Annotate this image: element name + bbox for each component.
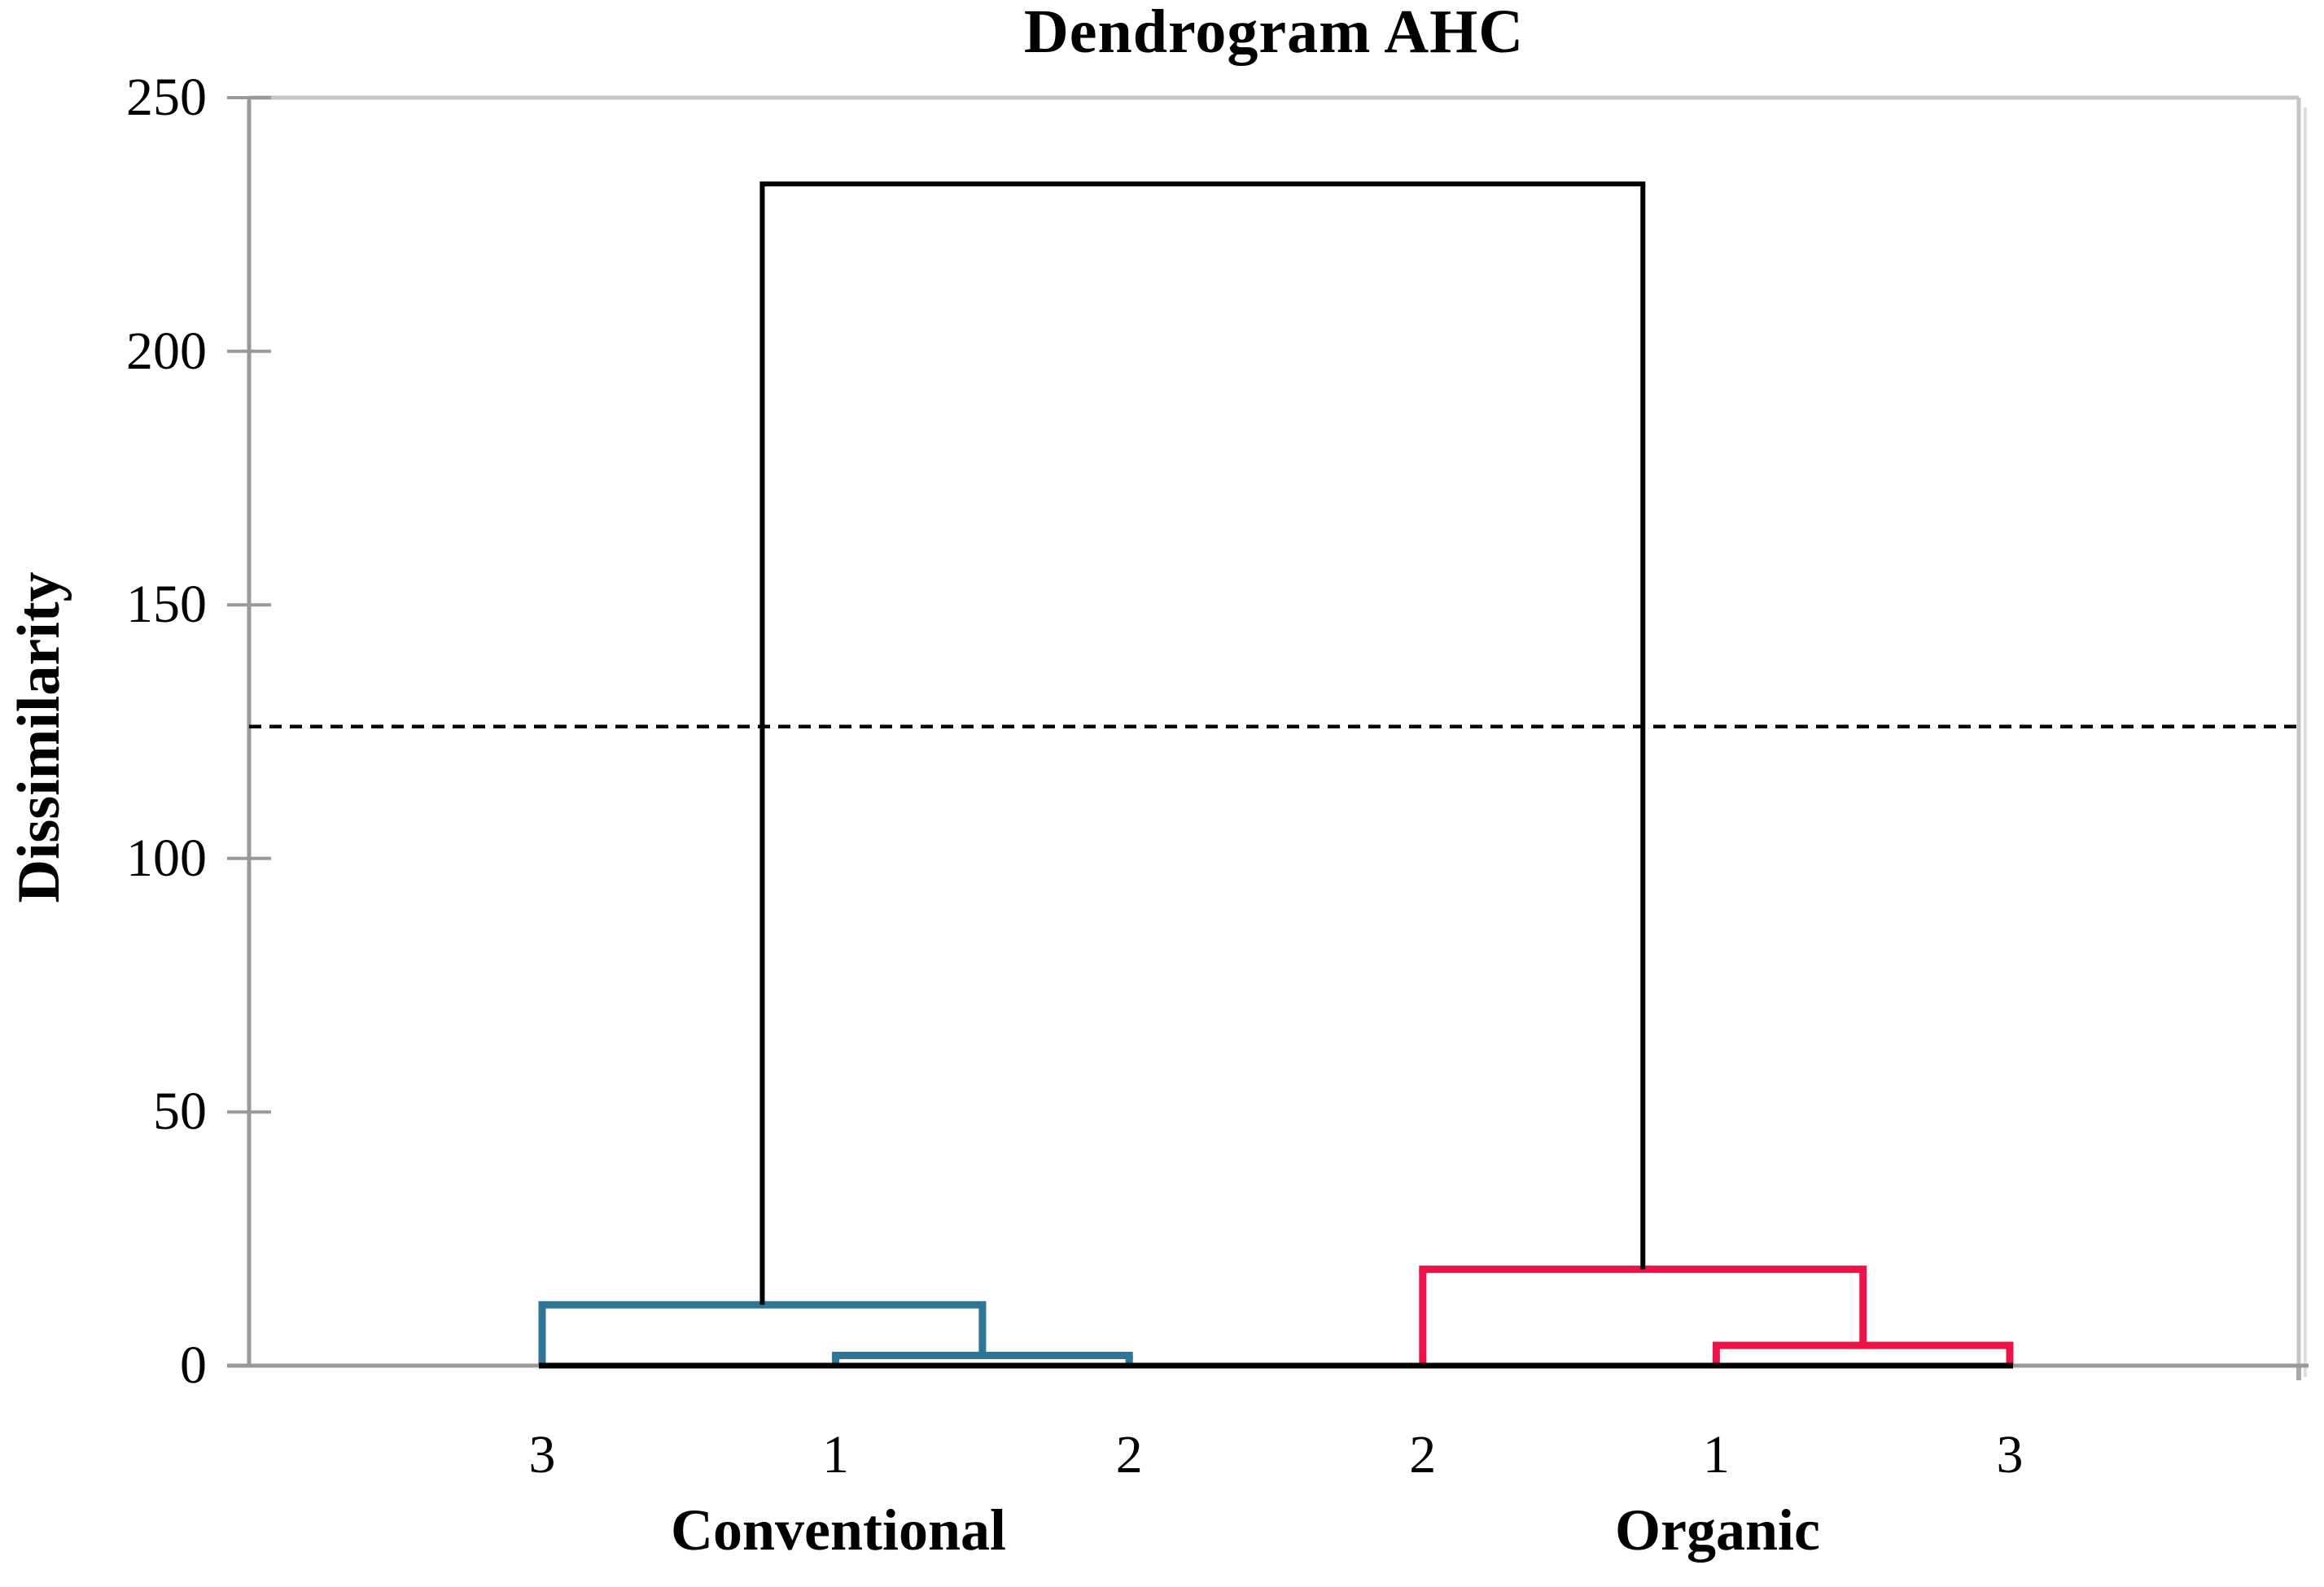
leaf-label-conventional-2: 2 [1115, 1425, 1143, 1484]
y-tick-label-150: 150 [126, 575, 207, 635]
leaf-label-organic-1: 1 [1702, 1425, 1730, 1484]
group-label-conventional: Conventional [670, 1497, 1007, 1563]
y-tick-label-200: 200 [126, 321, 207, 381]
leaf-label-organic-2: 2 [1409, 1425, 1437, 1484]
leaf-label-conventional-3: 3 [528, 1425, 556, 1484]
y-tick-label-0: 0 [180, 1336, 207, 1395]
group-label-organic: Organic [1615, 1497, 1820, 1563]
leaf-label-conventional-1: 1 [822, 1425, 850, 1484]
y-axis-title: Dissimilarity [6, 571, 72, 903]
leaf-label-organic-3: 3 [1996, 1425, 2024, 1484]
y-tick-label-50: 50 [153, 1082, 207, 1142]
y-tick-label-250: 250 [126, 68, 207, 127]
y-tick-label-100: 100 [126, 828, 207, 888]
chart-title: Dendrogram AHC [1023, 0, 1525, 66]
